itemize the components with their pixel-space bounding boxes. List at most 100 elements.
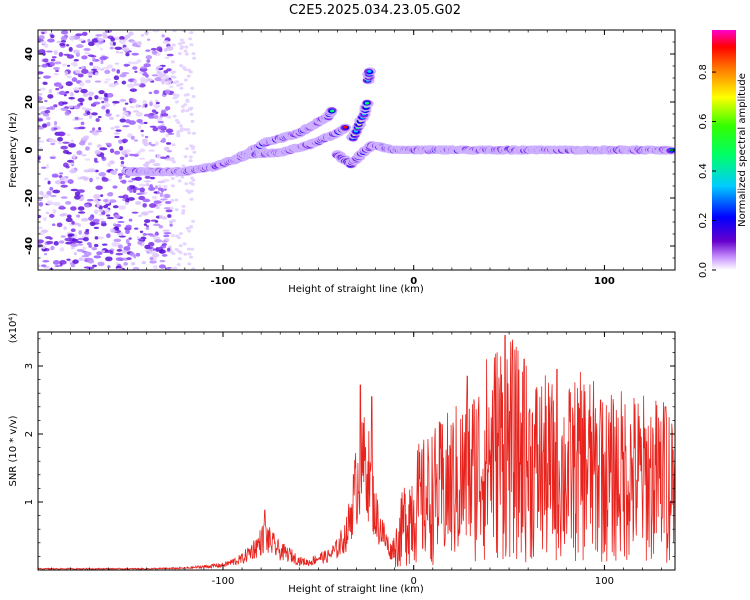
heat-cell [191,267,196,270]
heat-cell [85,79,91,84]
heat-cell [45,163,50,169]
heat-cell [177,257,182,261]
heat-cell [64,70,69,76]
heat-cell [102,199,109,203]
heat-cell [86,242,92,246]
heat-cell [186,128,191,132]
heat-cell [49,186,54,191]
heat-cell [170,176,175,180]
heat-cell [120,98,126,103]
heat-cell [184,52,189,56]
heat-cell [65,201,72,205]
heat-cell [153,265,158,270]
heat-cell [157,187,163,191]
heat-cell [59,42,66,46]
heat-cell [89,177,93,183]
heat-cell [149,260,157,264]
heat-cell [170,60,175,64]
y-tick-label: -20 [24,189,35,207]
heat-cell [129,88,138,92]
heat-cell [141,33,145,37]
heat-cell [190,86,195,90]
heat-cell [41,166,47,169]
heat-cell [181,164,186,168]
heat-cell [181,108,186,112]
heat-cell [47,94,54,99]
heat-cell [101,100,105,104]
heat-cell [174,208,179,212]
heat-cell [161,74,170,80]
spectrogram-heat-layer [38,30,675,270]
heat-cell [43,177,49,181]
heat-cell [38,146,43,152]
heat-cell [145,49,151,52]
heat-cell [38,49,46,54]
heat-cell [136,151,141,155]
heat-cell [46,190,52,196]
heat-cell [71,77,78,82]
heat-cell [80,101,84,106]
heat-cell [78,87,82,90]
heat-cell [78,211,86,214]
heat-cell [109,116,114,120]
heat-cell [99,48,104,51]
heat-cell [151,109,157,113]
heat-cell [98,126,102,131]
heat-cell [183,49,188,53]
heat-cell [143,223,148,226]
heat-cell [67,64,71,67]
heat-cell [117,220,125,224]
heat-cell [79,141,86,146]
heat-cell [53,66,60,71]
heat-cell [65,81,73,87]
heat-cell [44,109,51,114]
heat-cell [114,125,120,129]
heat-cell [129,252,135,257]
heat-cell [39,190,44,196]
heat-cell [129,153,135,157]
heat-cell [88,216,94,221]
heat-cell [41,244,47,250]
x-tick-label: 0 [411,576,417,587]
heat-cell [51,173,59,178]
heat-cell [81,68,89,74]
y-tick-label: 0 [24,146,35,153]
spectrogram-ylabel: Frequency (Hz) [8,112,19,188]
heat-cell [38,226,43,230]
heat-cell [161,34,165,38]
heat-cell [38,231,45,236]
heat-cell [118,145,124,151]
heat-cell [85,228,90,232]
heat-cell [161,109,169,112]
heat-cell [167,247,171,252]
heat-cell [105,109,110,114]
heat-cell [133,153,139,157]
heat-cell [178,251,183,255]
heat-cell [52,209,57,214]
heat-cell [87,41,95,47]
spectrogram-frame [37,29,676,271]
heat-cell [52,201,61,206]
heat-cell [170,267,175,270]
heat-cell [92,264,97,268]
heat-cell [38,38,44,42]
heat-cell [82,246,86,251]
heat-cell [72,87,81,91]
heat-cell [112,41,116,46]
heat-cell [169,206,174,210]
heat-cell [158,184,162,188]
heat-cell [51,223,56,227]
snr-xlabel: Height of straight line (km) [288,584,424,595]
heat-cell [149,159,156,164]
heat-cell [187,252,192,256]
heat-cell [155,99,159,103]
heat-cell [93,194,101,199]
heat-cell [83,47,91,52]
y-tick-label: 2 [24,431,35,437]
heat-cell [152,163,161,167]
spectrogram-panel: -100 0 100 -40 -20 0 20 40 Height of straight l… [8,29,676,295]
heat-cell [130,40,137,44]
heat-cell [164,106,171,111]
heat-cell [67,233,75,237]
heat-cell [43,75,52,79]
